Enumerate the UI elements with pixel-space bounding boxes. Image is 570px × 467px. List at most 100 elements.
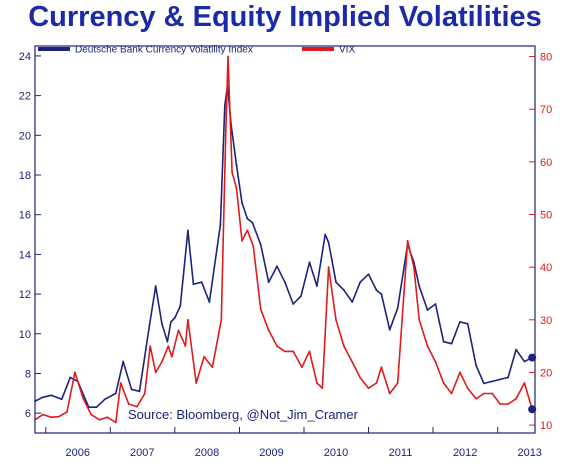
currency-volatility-point <box>148 324 151 327</box>
vix-point <box>375 382 378 384</box>
currency-volatility-point <box>130 388 133 391</box>
x-axis-tick-label: 2012 <box>453 447 477 459</box>
currency-volatility-point <box>235 164 238 166</box>
vix-point <box>50 416 53 419</box>
vix-point <box>136 405 138 408</box>
currency-volatility-point <box>267 281 270 284</box>
left-axis-tick-label: 8 <box>25 368 31 380</box>
vix-point <box>167 345 170 348</box>
x-axis-tick-label: 2006 <box>66 447 90 459</box>
currency-volatility-point <box>375 289 378 292</box>
currency-volatility-point <box>103 398 106 401</box>
left-axis-tick-label: 20 <box>19 130 31 142</box>
currency-volatility-point <box>179 305 182 307</box>
currency-volatility-point <box>208 301 211 303</box>
currency-volatility-point <box>192 283 195 286</box>
vix-point <box>119 382 122 384</box>
vix-point <box>308 350 311 353</box>
right-axis-tick-label: 80 <box>540 52 552 64</box>
currency-volatility-point <box>241 201 243 204</box>
vix-point <box>367 387 370 390</box>
currency-volatility-point <box>450 342 453 345</box>
vix-point <box>418 318 421 321</box>
left-axis-tick-label: 22 <box>19 91 31 103</box>
currency-volatility-point <box>316 285 318 288</box>
currency-volatility-point <box>154 285 157 288</box>
vix-point <box>380 366 383 369</box>
vix-point <box>426 345 429 348</box>
currency-volatility-point <box>442 340 445 343</box>
chart-title: Currency & Equity Implied Volatilities <box>28 1 542 33</box>
x-axis-tick-label: 2008 <box>195 447 219 459</box>
currency-volatility-point <box>515 348 517 351</box>
currency-volatility-point <box>396 307 399 309</box>
currency-volatility-point <box>483 382 485 385</box>
currency-volatility-point <box>499 378 502 381</box>
vix-point <box>406 239 409 242</box>
vix-point <box>106 416 109 419</box>
currency-volatility-point <box>166 340 169 343</box>
vix-point <box>114 421 117 424</box>
currency-volatility-point <box>491 380 494 383</box>
currency-volatility-point <box>160 322 163 325</box>
currency-volatility-point <box>418 285 421 288</box>
vix-point <box>259 308 262 311</box>
vix-point <box>203 355 206 358</box>
x-axis-tick-label: 2007 <box>130 447 154 459</box>
x-axis-tick-label: 2013 <box>517 447 541 459</box>
left-axis-tick-label: 24 <box>19 51 31 63</box>
currency-volatility-point <box>186 229 189 232</box>
currency-volatility-point <box>284 281 286 284</box>
currency-volatility-line <box>34 84 533 409</box>
currency-volatility-point <box>41 396 44 399</box>
currency-volatility-point <box>259 243 262 246</box>
currency-volatility-point <box>138 390 141 393</box>
right-axis-tick-label: 20 <box>540 367 552 379</box>
right-axis-tick-label: 30 <box>540 315 552 327</box>
vix-line <box>34 55 533 424</box>
vix-point <box>515 397 517 400</box>
vix-point <box>246 229 249 232</box>
currency-volatility-point <box>426 309 429 311</box>
vix-point <box>211 366 214 369</box>
vix-point <box>316 382 318 384</box>
legend-label-vix: VIX <box>339 45 355 56</box>
vix-point <box>160 361 163 363</box>
left-axis-tick-label: 10 <box>19 329 31 341</box>
vix-point <box>335 318 337 321</box>
left-axis-tick-label: 14 <box>19 249 31 261</box>
vix-point <box>300 366 303 369</box>
currency-volatility-point <box>388 328 391 331</box>
currency-volatility-point <box>251 221 254 224</box>
currency-volatility-point <box>69 376 72 379</box>
vix-point <box>235 187 238 190</box>
currency-volatility-point <box>343 289 345 292</box>
currency-volatility-point <box>170 320 172 323</box>
vix-point <box>359 376 362 379</box>
vix-point <box>154 371 157 374</box>
currency-volatility-point <box>276 265 278 268</box>
vix-point <box>321 387 324 390</box>
vix-point <box>98 418 101 421</box>
x-axis-tick-label: 2011 <box>389 447 413 459</box>
vix-point <box>292 350 295 353</box>
vix-point <box>241 239 243 242</box>
vix-point <box>475 397 478 400</box>
currency-volatility-point <box>523 360 526 363</box>
currency-volatility-point <box>475 364 478 367</box>
vix-point <box>343 345 345 348</box>
vix-point <box>523 382 526 384</box>
currency-volatility-point <box>200 281 203 284</box>
vix-point <box>466 387 469 390</box>
vix-point <box>227 55 229 58</box>
vix-point <box>450 392 453 395</box>
currency-volatility-point <box>458 320 461 323</box>
vix-point <box>90 413 93 416</box>
vix-point <box>491 392 494 395</box>
vix-point <box>186 318 189 321</box>
left-axis-tick-label: 18 <box>19 170 31 182</box>
currency-volatility-point <box>60 398 63 401</box>
right-axis-tick-label: 70 <box>540 104 552 116</box>
vix-point <box>388 392 391 395</box>
vix-point <box>170 355 173 358</box>
